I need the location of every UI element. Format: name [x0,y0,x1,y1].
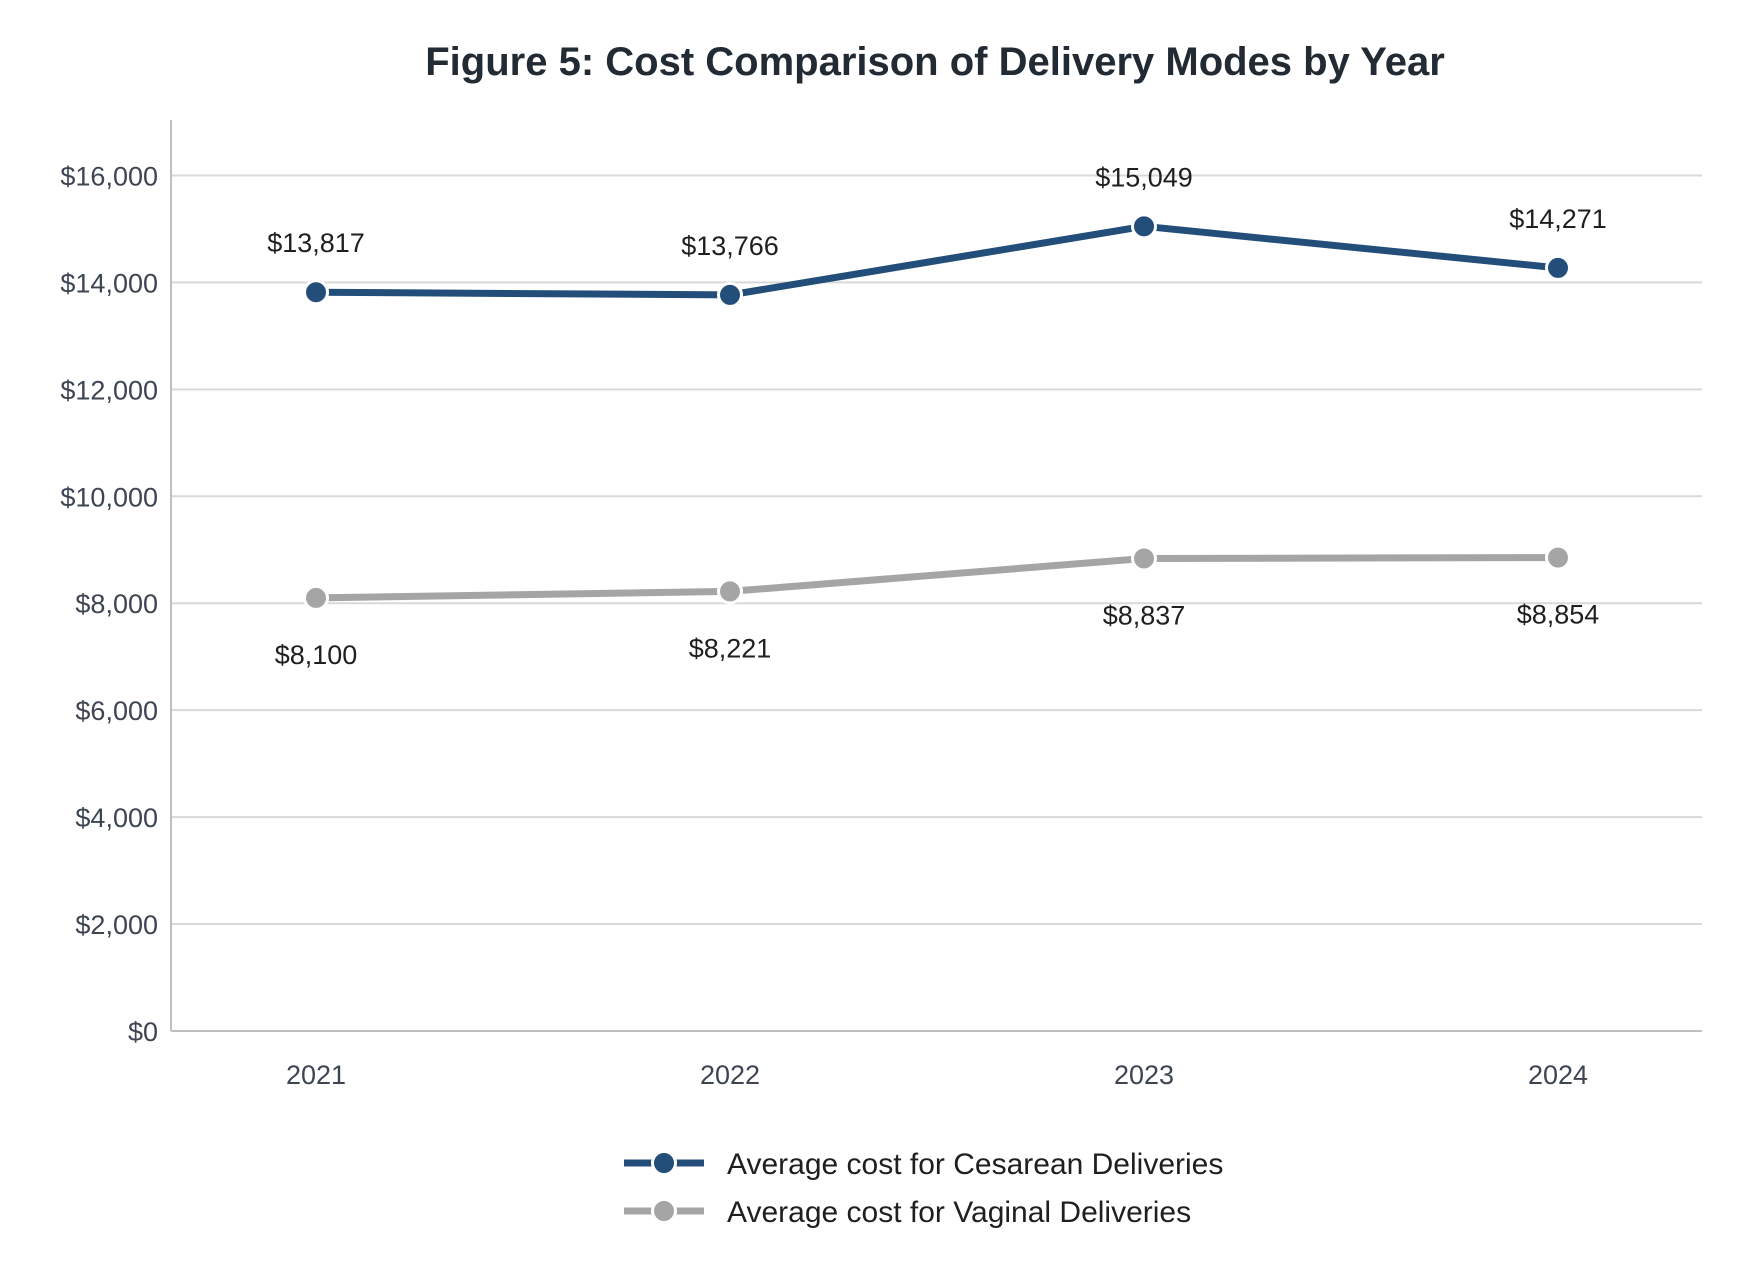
y-tick-label: $10,000 [60,482,158,512]
data-point [717,281,743,308]
y-tick-label: $16,000 [60,161,158,191]
series-line [315,554,1559,602]
data-point [1545,254,1571,281]
legend-label: Average cost for Vaginal Deliveries [727,1196,1191,1229]
x-axis-tick-labels: 2021 2022 2023 2024 [286,1060,1588,1090]
series [303,213,1571,611]
data-label: $8,100 [275,640,358,670]
data-point [1545,544,1571,571]
x-tick-label: 2022 [700,1060,760,1090]
data-label: $13,766 [681,231,779,261]
y-tick-label: $12,000 [60,375,158,405]
legend-label: Average cost for Cesarean Deliveries [727,1148,1223,1181]
data-point [1131,545,1157,572]
y-tick-label: $8,000 [75,589,158,619]
data-point [1131,213,1157,240]
gridlines [171,174,1702,926]
y-tick-label: $0 [128,1017,158,1047]
legend-item: Average cost for Vaginal Deliveries [624,1196,1191,1229]
legend-swatch-marker [651,1150,677,1176]
data-point [303,584,329,611]
data-point [717,578,743,605]
x-tick-label: 2024 [1528,1060,1588,1090]
y-tick-label: $2,000 [75,910,158,940]
legend-swatch-marker [651,1198,677,1224]
y-tick-label: $14,000 [60,268,158,298]
data-label: $13,817 [267,228,365,258]
x-tick-label: 2021 [286,1060,346,1090]
data-label: $14,271 [1509,204,1607,234]
data-labels: $13,817 $13,766 $15,049 $14,271 $8,100 $8,221… [267,162,1607,670]
data-label: $8,221 [689,633,772,663]
chart-title: Figure 5: Cost Comparison of Delivery Mo… [425,40,1445,84]
y-axis-tick-labels: $0 $2,000 $4,000 $6,000 $8,000 $10,000 $12,000… [60,161,158,1047]
series-line [315,222,1559,299]
y-tick-label: $4,000 [75,803,158,833]
x-tick-label: 2023 [1114,1060,1174,1090]
data-label: $15,049 [1095,162,1193,192]
data-point [303,279,329,306]
data-label: $8,854 [1517,600,1600,630]
axes [170,120,1702,1032]
data-label: $8,837 [1103,600,1186,630]
legend: Average cost for Cesarean Deliveries Aver… [624,1148,1223,1229]
legend-item: Average cost for Cesarean Deliveries [624,1148,1223,1181]
y-tick-label: $6,000 [75,696,158,726]
